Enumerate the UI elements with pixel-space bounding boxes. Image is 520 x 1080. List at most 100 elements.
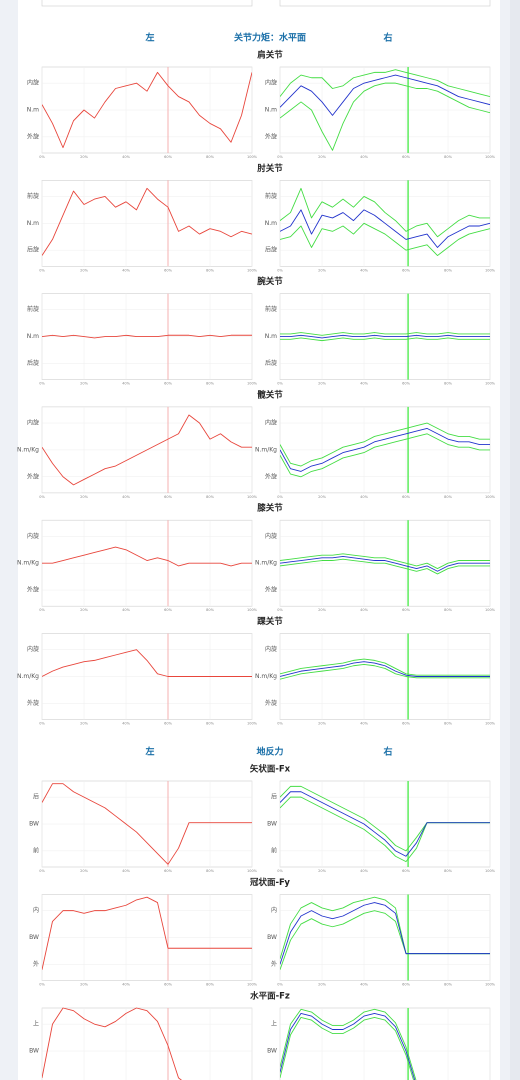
x-tick-label: 40% xyxy=(122,983,130,987)
y-tick-label: BW xyxy=(267,821,277,828)
x-tick-label: 100% xyxy=(485,495,496,499)
x-tick-label: 0% xyxy=(39,155,45,159)
x-tick-label: 40% xyxy=(122,608,130,612)
data-line xyxy=(42,414,252,486)
chart-title: 矢状面-Fx xyxy=(249,764,291,775)
y-tick-label: BW xyxy=(29,821,39,828)
x-tick-label: 0% xyxy=(39,382,45,386)
y-tick-label: N.m/Kg xyxy=(255,560,277,567)
x-tick-label: 20% xyxy=(80,155,88,159)
x-tick-label: 80% xyxy=(206,869,214,873)
chart: 0% 20% 40% 60% 80% 100% 内旋 N.m 外旋 xyxy=(265,66,496,159)
y-tick-label: 内旋 xyxy=(265,645,277,653)
chart: 0%20%40%60%80%100%上BW xyxy=(29,1007,253,1080)
x-tick-label: 100% xyxy=(485,268,496,272)
y-tick-label: 内旋 xyxy=(265,419,277,427)
y-tick-label: 内旋 xyxy=(265,532,277,540)
x-tick-label: 0% xyxy=(277,722,283,726)
y-tick-label: 外旋 xyxy=(27,132,39,140)
section-title: 关节力矩：水平面 xyxy=(234,32,306,44)
x-tick-label: 100% xyxy=(485,155,496,159)
x-tick-label: 0% xyxy=(277,869,283,873)
chart: 0% 20% 40% 60% 80% 100% 前旋 N.m 后旋 xyxy=(27,293,258,386)
x-tick-label: 60% xyxy=(164,608,172,612)
x-tick-label: 40% xyxy=(360,495,368,499)
x-tick-label: 60% xyxy=(164,382,172,386)
x-tick-label: 100% xyxy=(247,608,258,612)
y-tick-label: 前 xyxy=(271,846,277,854)
chart: 0% 20% 40% 60% 80% 100% 前旋 N.m 后旋 xyxy=(27,180,258,272)
x-tick-label: 80% xyxy=(206,268,214,272)
previous-plot xyxy=(41,0,253,7)
chart: 0% 20% 40% 60% 80% 100% 内旋 N.m/Kg 外旋 xyxy=(255,633,496,726)
data-line xyxy=(280,337,490,342)
y-tick-label: 外旋 xyxy=(27,699,39,707)
x-tick-label: 100% xyxy=(485,983,496,987)
x-tick-label: 20% xyxy=(318,268,326,272)
y-tick-label: N.m xyxy=(265,220,277,227)
x-tick-label: 0% xyxy=(39,495,45,499)
y-tick-label: N.m/Kg xyxy=(255,446,277,453)
data-line xyxy=(42,334,252,339)
y-tick-label: BW xyxy=(267,934,277,941)
x-tick-label: 40% xyxy=(122,155,130,159)
data-line xyxy=(280,1008,417,1080)
chart: 0% 20% 40% 60% 80% 100% 内旋 N.m/Kg 外旋 xyxy=(255,519,496,612)
section-title: 地反力 xyxy=(256,746,283,758)
data-line xyxy=(280,222,490,256)
x-tick-label: 0% xyxy=(39,608,45,612)
chart: 0% 20% 40% 60% 80% 100% 内旋 N.m/Kg 外旋 xyxy=(17,519,258,612)
data-line xyxy=(280,422,490,467)
y-tick-label: BW xyxy=(29,1048,39,1055)
x-tick-label: 0% xyxy=(277,495,283,499)
y-tick-label: 后旋 xyxy=(27,359,39,367)
y-tick-label: N.m xyxy=(27,333,39,340)
chart: 0% 20% 40% 60% 80% 100% 前旋 N.m 后旋 xyxy=(265,180,496,272)
section-left: 左 xyxy=(144,32,154,44)
x-tick-label: 100% xyxy=(247,983,258,987)
data-line xyxy=(42,187,252,256)
x-tick-label: 100% xyxy=(485,722,496,726)
x-tick-label: 100% xyxy=(247,722,258,726)
x-tick-label: 60% xyxy=(402,608,410,612)
y-tick-label: N.m/Kg xyxy=(17,673,39,680)
y-tick-label: BW xyxy=(267,1048,277,1055)
y-tick-label: 前旋 xyxy=(27,305,39,313)
y-tick-label: 外 xyxy=(33,960,39,968)
y-tick-label: 前旋 xyxy=(27,192,39,200)
x-tick-label: 80% xyxy=(206,495,214,499)
chart: 0% 20% 40% 60% 80% 100% 后 BW 前 xyxy=(29,780,258,873)
x-tick-label: 60% xyxy=(164,495,172,499)
x-tick-label: 40% xyxy=(122,268,130,272)
plot-area xyxy=(279,1007,491,1080)
scrollbar[interactable] xyxy=(510,0,520,1080)
y-tick-label: 内 xyxy=(271,906,277,914)
y-tick-label: 后旋 xyxy=(265,359,277,367)
x-tick-label: 60% xyxy=(402,495,410,499)
x-tick-label: 20% xyxy=(80,268,88,272)
x-tick-label: 80% xyxy=(206,983,214,987)
x-tick-label: 60% xyxy=(164,983,172,987)
x-tick-label: 20% xyxy=(318,983,326,987)
y-tick-label: 后 xyxy=(271,793,277,801)
chart: 0%20%40%60%80%100%上BW xyxy=(267,1007,491,1080)
x-tick-label: 0% xyxy=(277,268,283,272)
y-tick-label: 内旋 xyxy=(27,79,39,87)
y-tick-label: N.m/Kg xyxy=(17,560,39,567)
section-right: 右 xyxy=(382,32,392,44)
x-tick-label: 80% xyxy=(444,869,452,873)
data-line xyxy=(280,553,490,570)
y-tick-label: N.m/Kg xyxy=(255,673,277,680)
x-tick-label: 20% xyxy=(80,495,88,499)
y-tick-label: 外旋 xyxy=(265,699,277,707)
data-line xyxy=(280,433,490,478)
chart-title: 肘关节 xyxy=(257,163,283,174)
chart-title: 冠状面-Fy xyxy=(250,877,290,888)
data-line xyxy=(280,791,490,857)
x-tick-label: 60% xyxy=(402,155,410,159)
data-line xyxy=(280,332,490,336)
chart-title: 腕关节 xyxy=(256,276,283,287)
x-tick-label: 20% xyxy=(80,869,88,873)
chart: 0% 20% 40% 60% 80% 100% 内旋 N.m/Kg 外旋 xyxy=(17,406,258,499)
x-tick-label: 0% xyxy=(39,268,45,272)
